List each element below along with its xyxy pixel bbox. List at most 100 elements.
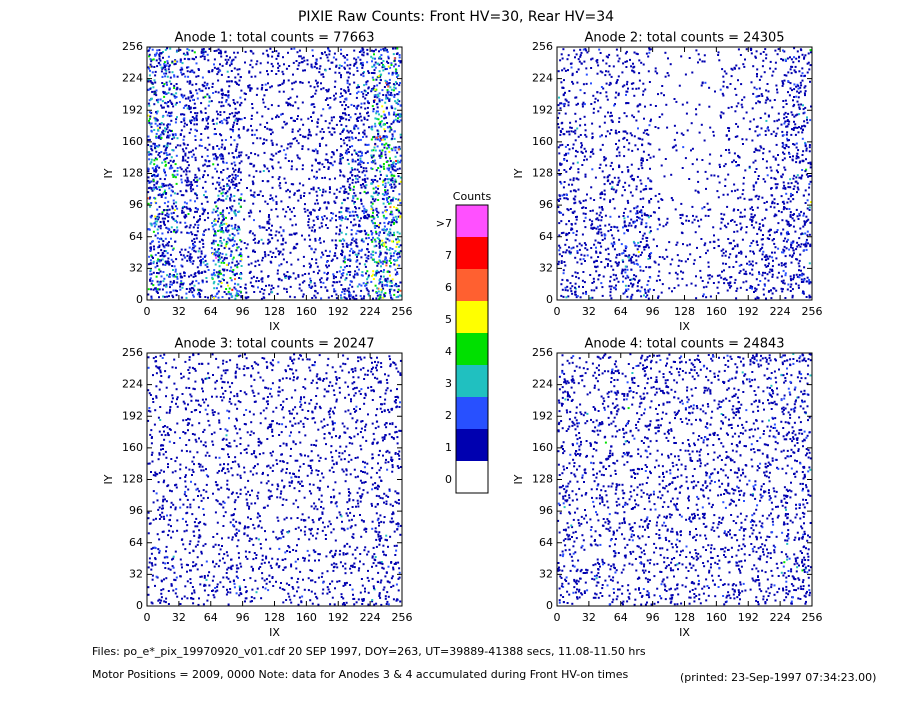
- count-pixel: [192, 242, 194, 245]
- count-pixel: [155, 94, 158, 97]
- count-pixel: [157, 252, 160, 254]
- count-pixel: [210, 242, 213, 245]
- count-pixel: [191, 70, 194, 73]
- count-pixel: [322, 75, 325, 78]
- count-pixel: [315, 262, 318, 265]
- count-pixel: [355, 118, 358, 120]
- count-pixel: [389, 206, 392, 209]
- count-pixel: [287, 143, 290, 146]
- count-pixel: [342, 238, 345, 241]
- count-pixel: [617, 280, 620, 283]
- count-pixel: [378, 234, 381, 237]
- count-pixel: [399, 202, 402, 204]
- count-pixel: [261, 115, 264, 118]
- count-pixel: [287, 277, 290, 280]
- count-pixel: [392, 53, 395, 56]
- count-pixel: [164, 160, 167, 163]
- count-pixel: [806, 207, 809, 210]
- count-pixel: [181, 159, 184, 162]
- count-pixel: [220, 220, 223, 223]
- count-pixel: [391, 71, 394, 74]
- count-pixel: [313, 282, 316, 285]
- count-pixel: [159, 224, 162, 227]
- count-pixel: [361, 248, 363, 251]
- count-pixel: [560, 220, 563, 223]
- count-pixel: [308, 245, 311, 248]
- count-pixel: [167, 131, 169, 134]
- count-pixel: [391, 177, 394, 180]
- count-pixel: [262, 242, 265, 245]
- count-pixel: [568, 250, 571, 253]
- count-pixel: [293, 245, 296, 248]
- count-pixel: [153, 183, 156, 186]
- count-pixel: [256, 111, 259, 114]
- count-pixel: [166, 145, 169, 148]
- count-pixel: [789, 215, 792, 218]
- count-pixel: [343, 266, 346, 269]
- count-pixel: [379, 260, 382, 262]
- count-pixel: [162, 85, 165, 88]
- count-pixel: [624, 271, 627, 274]
- count-pixel: [328, 178, 331, 181]
- count-pixel: [287, 79, 290, 82]
- count-pixel: [172, 105, 175, 108]
- count-pixel: [316, 150, 319, 153]
- count-pixel: [309, 281, 312, 284]
- count-pixel: [391, 297, 394, 300]
- count-pixel: [212, 208, 215, 211]
- count-pixel: [389, 157, 391, 160]
- count-pixel: [166, 75, 169, 78]
- count-pixel: [281, 70, 284, 73]
- count-pixel: [338, 280, 341, 283]
- count-pixel: [152, 262, 155, 265]
- count-pixel: [704, 214, 707, 217]
- count-pixel: [202, 48, 205, 50]
- count-pixel: [294, 120, 296, 122]
- count-pixel: [635, 275, 638, 278]
- count-pixel: [647, 280, 650, 283]
- count-pixel: [392, 196, 395, 199]
- count-pixel: [262, 292, 265, 295]
- count-pixel: [164, 66, 166, 68]
- count-pixel: [175, 258, 178, 261]
- count-pixel: [384, 48, 387, 51]
- count-pixel: [169, 112, 172, 115]
- count-pixel: [223, 222, 226, 225]
- count-pixel: [676, 273, 679, 276]
- count-pixel: [217, 260, 220, 263]
- count-pixel: [322, 108, 325, 111]
- count-pixel: [237, 262, 240, 265]
- footer-motor: Motor Positions = 2009, 0000 Note: data …: [92, 668, 628, 681]
- count-pixel: [383, 66, 386, 68]
- count-pixel: [376, 106, 379, 109]
- count-pixel: [285, 288, 288, 291]
- count-pixel: [160, 151, 163, 153]
- count-pixel: [149, 249, 152, 251]
- count-pixel: [329, 250, 331, 253]
- count-pixel: [184, 256, 187, 259]
- count-pixel: [181, 207, 184, 210]
- count-pixel: [372, 99, 375, 102]
- count-pixel: [753, 252, 755, 255]
- count-pixel: [338, 211, 341, 214]
- count-pixel: [153, 225, 156, 228]
- count-pixel: [157, 127, 160, 130]
- count-pixel: [197, 219, 200, 222]
- count-pixel: [357, 90, 360, 93]
- count-pixel: [386, 60, 388, 63]
- count-pixel: [561, 255, 563, 258]
- count-pixel: [354, 273, 356, 276]
- count-pixel: [220, 134, 223, 137]
- count-pixel: [395, 198, 397, 200]
- count-pixel: [326, 273, 329, 276]
- count-pixel: [234, 76, 237, 79]
- count-pixel: [226, 167, 229, 170]
- count-pixel: [230, 143, 233, 146]
- count-pixel: [312, 54, 314, 57]
- count-pixel: [348, 258, 351, 261]
- count-pixel: [238, 118, 241, 121]
- count-pixel: [148, 117, 151, 120]
- count-pixel: [266, 121, 269, 124]
- count-pixel: [188, 131, 191, 134]
- count-pixel: [387, 93, 390, 96]
